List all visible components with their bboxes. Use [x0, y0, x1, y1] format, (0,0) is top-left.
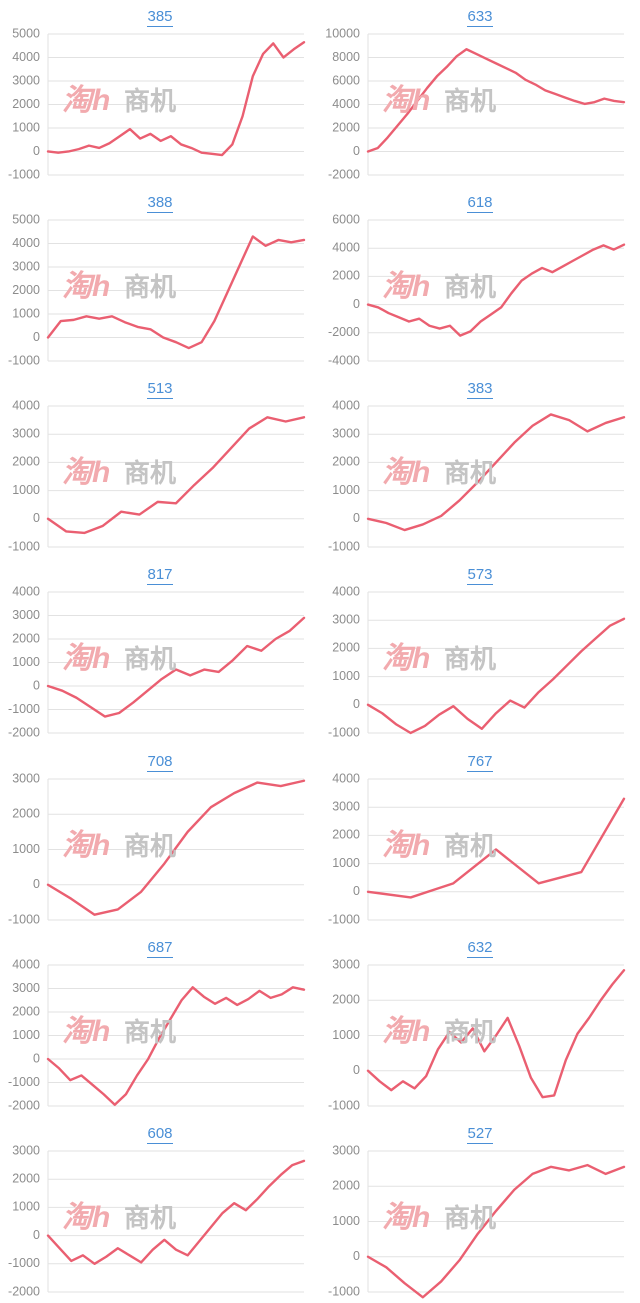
svg-text:2000: 2000 — [12, 97, 40, 111]
svg-text:3000: 3000 — [332, 427, 360, 441]
svg-text:4000: 4000 — [12, 585, 40, 599]
svg-text:0: 0 — [33, 1051, 40, 1065]
svg-text:2000: 2000 — [12, 632, 40, 646]
svg-text:-2000: -2000 — [328, 167, 360, 181]
svg-text:2000: 2000 — [332, 827, 360, 841]
svg-text:-1000: -1000 — [8, 353, 40, 367]
svg-text:2000: 2000 — [332, 992, 360, 1006]
svg-text:2000: 2000 — [12, 283, 40, 297]
svg-text:1000: 1000 — [12, 306, 40, 320]
svg-text:1000: 1000 — [12, 1027, 40, 1041]
svg-text:0: 0 — [353, 511, 360, 525]
svg-text:3000: 3000 — [12, 427, 40, 441]
svg-text:3000: 3000 — [332, 957, 360, 971]
svg-text:3000: 3000 — [12, 73, 40, 87]
svg-text:-1000: -1000 — [8, 540, 40, 554]
svg-text:10000: 10000 — [325, 26, 360, 40]
svg-text:3000: 3000 — [12, 771, 40, 785]
svg-text:0: 0 — [353, 1249, 360, 1263]
svg-text:3000: 3000 — [332, 799, 360, 813]
svg-text:2000: 2000 — [12, 1171, 40, 1185]
svg-text:0: 0 — [33, 330, 40, 344]
svg-text:-1000: -1000 — [8, 1074, 40, 1088]
svg-text:2000: 2000 — [332, 269, 360, 283]
svg-text:3000: 3000 — [12, 980, 40, 994]
svg-text:0: 0 — [33, 511, 40, 525]
svg-text:5000: 5000 — [12, 26, 40, 40]
svg-text:2000: 2000 — [332, 120, 360, 134]
svg-text:3000: 3000 — [332, 613, 360, 627]
svg-text:-2000: -2000 — [8, 1098, 40, 1112]
svg-text:0: 0 — [353, 1063, 360, 1077]
svg-text:6000: 6000 — [332, 212, 360, 226]
svg-text:0: 0 — [353, 698, 360, 712]
svg-text:2000: 2000 — [332, 1178, 360, 1192]
svg-text:0: 0 — [33, 679, 40, 693]
svg-text:2000: 2000 — [12, 455, 40, 469]
svg-text:2000: 2000 — [332, 641, 360, 655]
svg-text:4000: 4000 — [332, 771, 360, 785]
svg-text:-1000: -1000 — [8, 167, 40, 181]
svg-text:-1000: -1000 — [328, 912, 360, 926]
svg-text:-1000: -1000 — [328, 1098, 360, 1112]
svg-text:4000: 4000 — [332, 399, 360, 413]
svg-text:-1000: -1000 — [328, 726, 360, 740]
svg-text:0: 0 — [33, 1228, 40, 1242]
svg-text:-1000: -1000 — [8, 1256, 40, 1270]
svg-text:0: 0 — [33, 877, 40, 891]
svg-text:3000: 3000 — [332, 1143, 360, 1157]
svg-text:-1000: -1000 — [328, 1284, 360, 1298]
svg-text:-1000: -1000 — [328, 540, 360, 554]
svg-text:1000: 1000 — [12, 483, 40, 497]
svg-text:8000: 8000 — [332, 50, 360, 64]
svg-text:-2000: -2000 — [328, 325, 360, 339]
svg-text:1000: 1000 — [12, 120, 40, 134]
svg-text:4000: 4000 — [332, 241, 360, 255]
svg-text:3000: 3000 — [12, 608, 40, 622]
svg-text:6000: 6000 — [332, 73, 360, 87]
svg-text:-2000: -2000 — [8, 726, 40, 740]
svg-text:-1000: -1000 — [8, 702, 40, 716]
svg-text:1000: 1000 — [332, 1214, 360, 1228]
svg-text:3000: 3000 — [12, 1143, 40, 1157]
svg-text:1000: 1000 — [332, 669, 360, 683]
svg-text:1000: 1000 — [12, 1200, 40, 1214]
svg-text:4000: 4000 — [12, 399, 40, 413]
svg-text:1000: 1000 — [332, 1027, 360, 1041]
svg-text:0: 0 — [353, 297, 360, 311]
svg-text:5000: 5000 — [12, 212, 40, 226]
svg-text:2000: 2000 — [12, 806, 40, 820]
svg-text:1000: 1000 — [332, 483, 360, 497]
svg-text:0: 0 — [353, 144, 360, 158]
svg-text:1000: 1000 — [12, 655, 40, 669]
svg-text:0: 0 — [353, 884, 360, 898]
svg-text:4000: 4000 — [332, 97, 360, 111]
svg-text:2000: 2000 — [12, 1004, 40, 1018]
svg-text:4000: 4000 — [12, 50, 40, 64]
svg-text:4000: 4000 — [12, 236, 40, 250]
svg-text:-4000: -4000 — [328, 353, 360, 367]
svg-text:1000: 1000 — [332, 855, 360, 869]
svg-text:4000: 4000 — [332, 585, 360, 599]
svg-text:2000: 2000 — [332, 455, 360, 469]
svg-text:0: 0 — [33, 144, 40, 158]
svg-text:-2000: -2000 — [8, 1284, 40, 1298]
svg-text:3000: 3000 — [12, 259, 40, 273]
svg-text:1000: 1000 — [12, 841, 40, 855]
svg-text:-1000: -1000 — [8, 912, 40, 926]
svg-text:4000: 4000 — [12, 957, 40, 971]
